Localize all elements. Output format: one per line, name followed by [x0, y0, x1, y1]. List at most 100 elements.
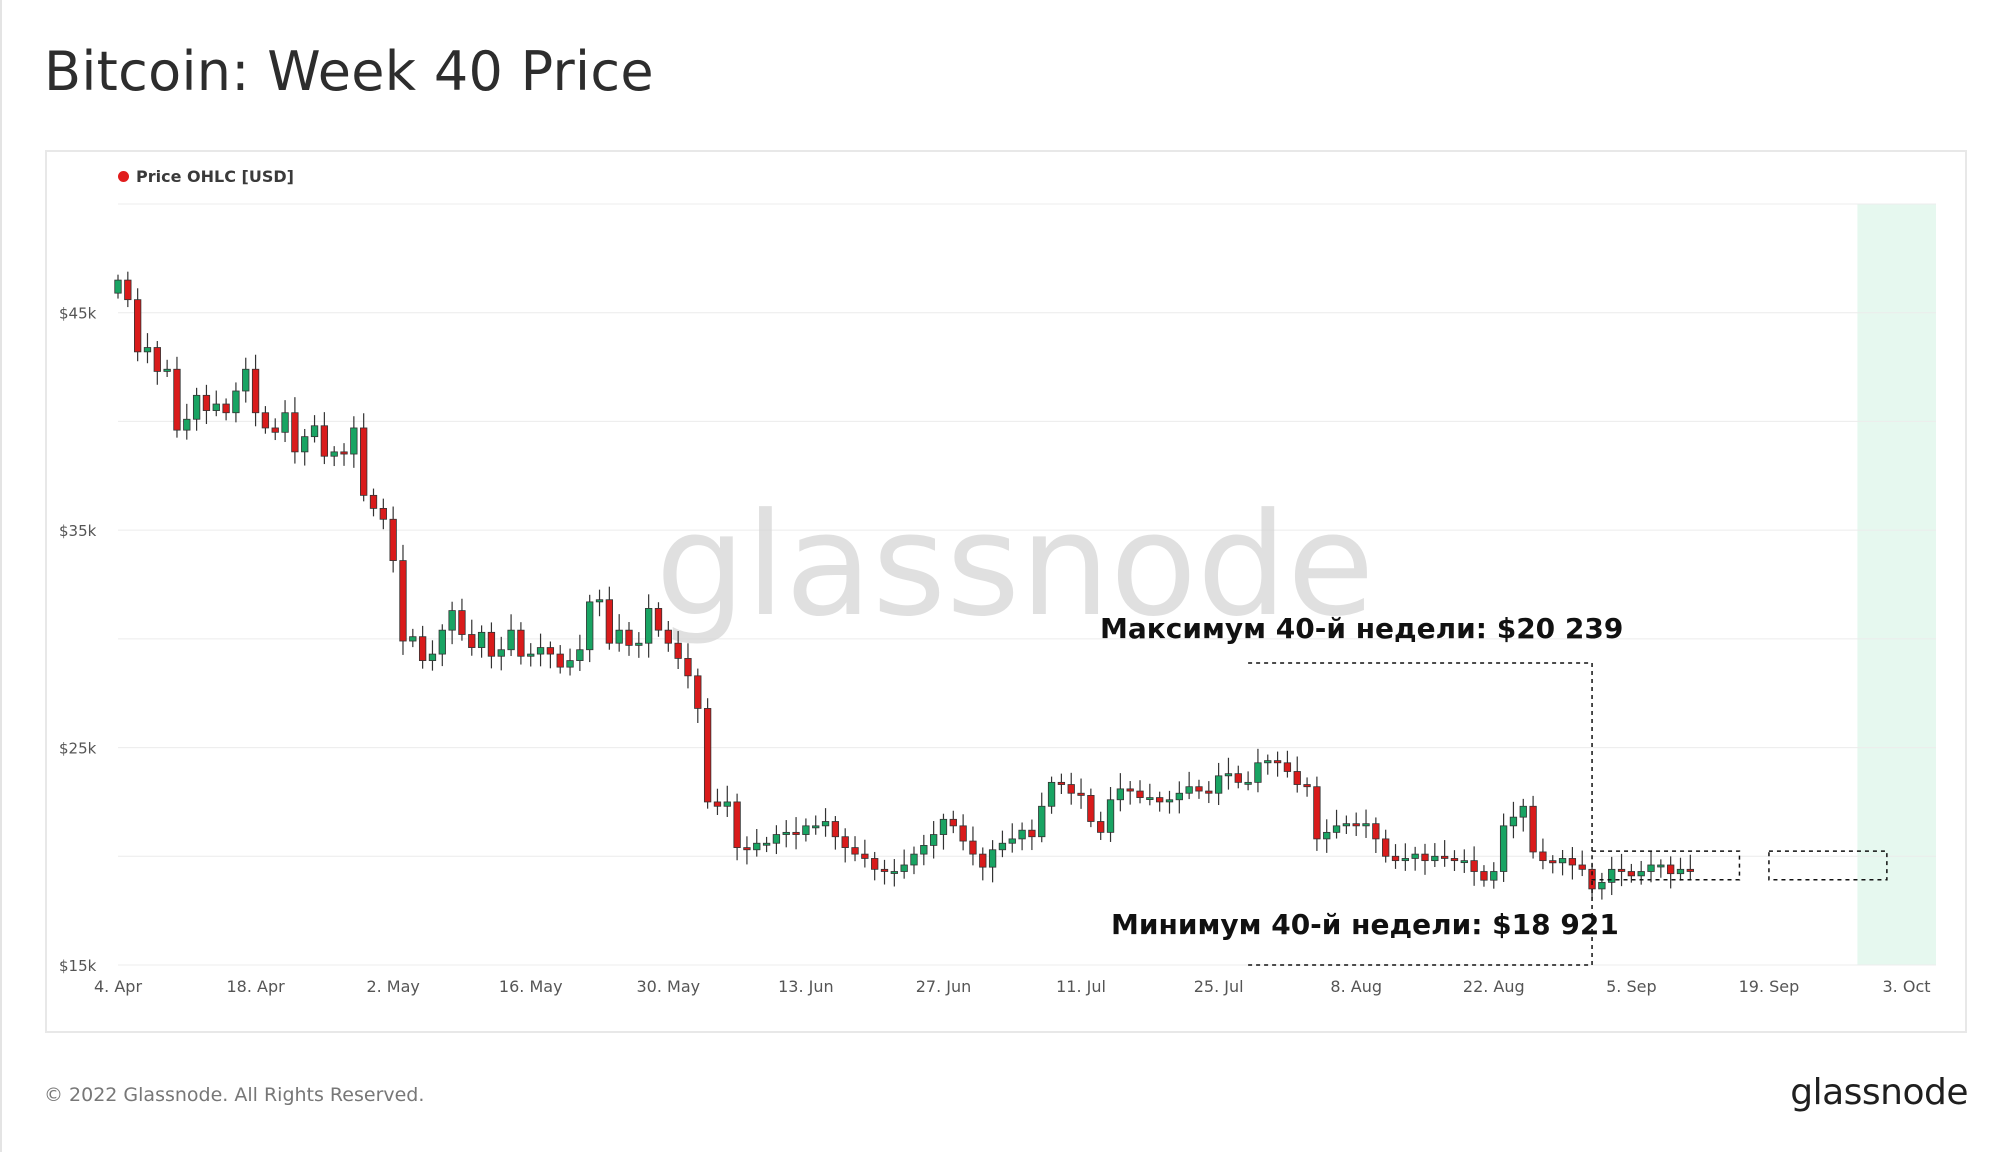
candle-body — [861, 853, 869, 859]
candle-body — [1087, 795, 1095, 822]
candle-body — [792, 831, 800, 835]
candle-body — [1499, 825, 1508, 872]
candle-body — [1067, 784, 1075, 794]
candle-body — [1450, 858, 1459, 862]
candle-body — [556, 653, 564, 668]
y-tick-label: $45k — [59, 305, 97, 323]
x-tick-label: 5. Sep — [1606, 977, 1657, 996]
candle-body — [379, 507, 387, 520]
candle-body — [222, 403, 230, 414]
candle-body — [143, 347, 152, 353]
candle-body — [536, 647, 545, 655]
candle-body — [134, 299, 142, 353]
candle-body — [1214, 775, 1223, 794]
candle-body — [1116, 788, 1125, 801]
candle-body — [517, 629, 525, 657]
candle-body — [772, 834, 781, 844]
candle-body — [212, 403, 220, 411]
candle-body — [1637, 871, 1645, 877]
candle-body — [821, 821, 830, 827]
candle-body — [664, 629, 672, 644]
weekly-high-annotation: Максимум 40-й недели: $20 239 — [1100, 612, 1624, 645]
candle-body — [153, 347, 161, 372]
candle-body — [1195, 786, 1203, 792]
legend-label: Price OHLC [USD] — [136, 167, 294, 186]
candle-body — [1667, 864, 1675, 875]
x-tick-label: 11. Jul — [1056, 977, 1106, 996]
candle-body — [477, 631, 486, 648]
candle-body — [1598, 881, 1606, 890]
candle-body — [271, 427, 279, 433]
candle-body — [979, 853, 987, 868]
candle-body — [1254, 762, 1262, 783]
candle-body — [1313, 786, 1321, 840]
candle-body — [1136, 790, 1144, 798]
candle-body — [468, 634, 476, 648]
candle-body — [487, 631, 496, 657]
candle-body — [1578, 864, 1586, 870]
candle-body — [310, 425, 319, 438]
candle-body — [635, 642, 643, 646]
candle-body — [546, 647, 555, 655]
candle-body — [242, 368, 250, 392]
candle-body — [1440, 855, 1449, 859]
candle-body — [713, 801, 722, 807]
candle-body — [1490, 871, 1498, 881]
candle-body — [1382, 838, 1390, 857]
candle-body — [910, 853, 918, 866]
candle-body — [1657, 864, 1665, 868]
candle-body — [409, 636, 417, 642]
candle-body — [841, 836, 849, 848]
weekly-low-annotation: Минимум 40-й недели: $18 921 — [1111, 908, 1619, 941]
candle-body — [802, 825, 810, 835]
x-tick-label: 3. Oct — [1883, 977, 1931, 996]
candle-body — [163, 368, 171, 372]
candle-body — [694, 675, 702, 709]
glassnode-logo[interactable]: glassnode — [1790, 1072, 1968, 1113]
candle-body — [1460, 860, 1468, 864]
candle-body — [1244, 781, 1252, 785]
candle-body — [576, 649, 584, 662]
x-tick-label: 30. May — [637, 977, 701, 996]
candle-body — [625, 629, 633, 646]
candle-body — [1234, 773, 1242, 783]
candle-body — [595, 599, 604, 603]
candle-body — [1018, 829, 1026, 840]
candle-body — [1686, 868, 1694, 872]
candle-body — [389, 518, 397, 561]
candle-body — [1146, 797, 1154, 800]
candle-body — [261, 412, 270, 429]
x-tick-label: 19. Sep — [1739, 977, 1800, 996]
candle-body — [890, 871, 898, 874]
candle-body — [969, 840, 977, 855]
candle-body — [1185, 786, 1193, 794]
x-tick-label: 2. May — [366, 977, 419, 996]
candle-body — [1617, 868, 1626, 872]
candle-body — [360, 427, 368, 496]
chart-legend[interactable]: Price OHLC [USD] — [118, 167, 294, 186]
candle-body — [1165, 799, 1174, 803]
candle-body — [1175, 792, 1183, 801]
x-tick-label: 4. Apr — [94, 977, 142, 996]
candle-body — [1303, 784, 1311, 788]
candle-body — [1480, 871, 1488, 881]
candle-body — [733, 801, 741, 848]
candle-body — [1008, 838, 1016, 844]
candle-body — [645, 608, 653, 644]
candle-body — [1323, 831, 1331, 840]
candle-body — [350, 427, 358, 455]
page-title: Bitcoin: Week 40 Price — [44, 40, 654, 103]
candle-body — [251, 368, 260, 414]
candle-body — [1028, 829, 1036, 838]
candle-body — [929, 834, 938, 846]
legend-dot-icon — [118, 171, 129, 182]
candle-body — [418, 636, 427, 662]
candle-body — [497, 649, 505, 657]
candle-body — [1038, 805, 1046, 838]
candle-body — [920, 845, 928, 855]
candle-body — [1264, 760, 1272, 764]
candle-body — [900, 864, 908, 872]
candle-body — [959, 825, 967, 842]
candle-body — [762, 842, 771, 846]
candle-body — [1647, 864, 1655, 872]
